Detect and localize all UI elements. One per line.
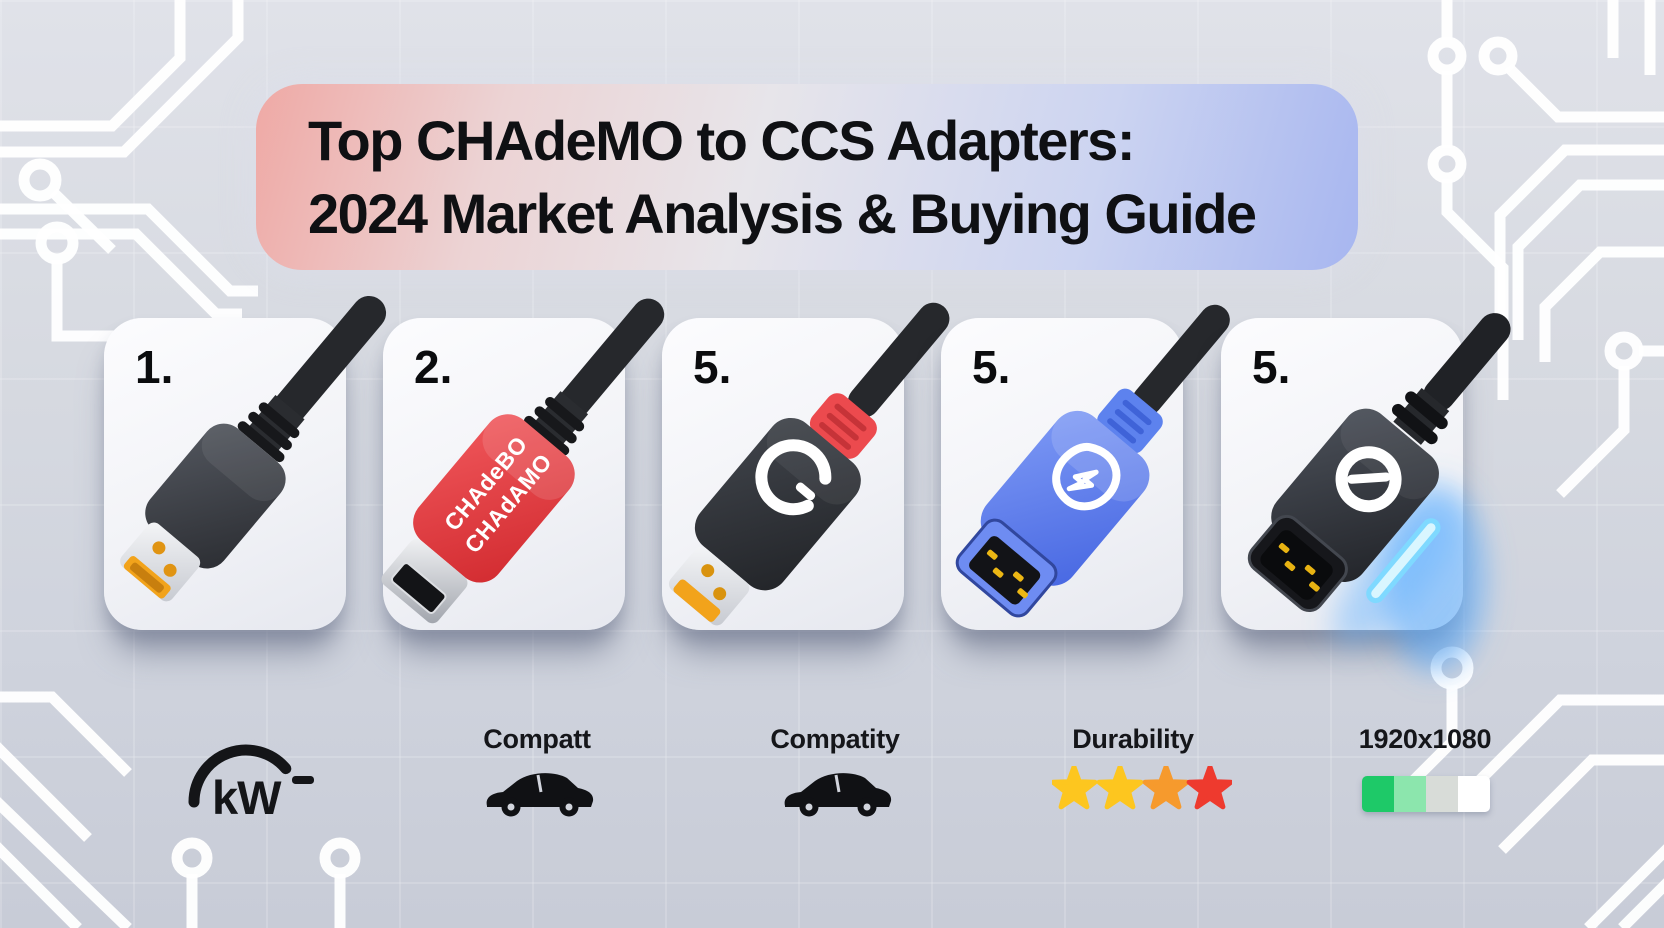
cable	[847, 302, 950, 418]
shield-logo	[755, 439, 832, 516]
color-scale-bar	[1362, 776, 1490, 812]
rank-label: 2.	[414, 341, 453, 393]
socket-pin	[986, 549, 998, 560]
socket-opening	[969, 536, 1041, 605]
socket-pin	[1284, 560, 1296, 571]
socket-opening	[1260, 530, 1333, 600]
star-icon	[1096, 766, 1144, 810]
adapter-card-3: 5.	[662, 302, 950, 630]
color-swatch	[1362, 776, 1394, 812]
kw-gauge-text: kW	[212, 771, 282, 818]
socket-pin	[1013, 571, 1024, 582]
adapter-render-dark-led	[1247, 313, 1511, 673]
star-icon	[1186, 766, 1232, 810]
strain-relief-rings	[545, 396, 585, 432]
title-banner: Top CHAdeMO to CCS Adapters: 2024 Market…	[256, 84, 1358, 270]
cable	[1423, 313, 1511, 411]
adapter-body	[145, 423, 286, 569]
adapter-body	[413, 414, 575, 583]
rank-label: 5.	[1252, 341, 1291, 393]
socket-pin	[1278, 542, 1290, 554]
rank-label: 1.	[135, 341, 174, 393]
adapter-render-black-shield	[668, 302, 950, 626]
ring-logo	[1335, 446, 1402, 513]
feature-label-resolution: 1920x1080	[1358, 724, 1492, 754]
color-swatch	[1394, 776, 1426, 812]
plug-tip	[668, 546, 750, 626]
color-swatch	[1458, 776, 1490, 812]
title-line-1: Top CHAdeMO to CCS Adapters:	[308, 109, 1135, 172]
car-icon	[486, 773, 594, 817]
adapter-card-2: CHAdeBO CHAdAMO 2.	[381, 298, 665, 630]
plug-opening	[673, 579, 721, 622]
feature-label-compatt: Compatt	[483, 724, 591, 754]
feature-label-durability: Durability	[1072, 724, 1194, 754]
strain-relief-rings	[1405, 391, 1448, 430]
led-strip	[1366, 518, 1441, 604]
socket-pin	[1304, 564, 1316, 575]
adapter-card-5: 5.	[1221, 313, 1511, 673]
kw-gauge-icon: kW	[188, 744, 314, 818]
adapter-render-red: CHAdeBO CHAdAMO	[381, 298, 665, 624]
plug-pin	[152, 541, 166, 555]
strain-relief-rings	[258, 402, 300, 439]
plug-opening	[391, 563, 446, 613]
adapter-render-blue-bolt	[955, 304, 1230, 618]
plug-pin	[713, 587, 727, 601]
bolt-logo	[1052, 442, 1121, 511]
rank-label: 5.	[693, 341, 732, 393]
page-title: Top CHAdeMO to CCS Adapters: 2024 Market…	[308, 104, 1257, 250]
adapter-card-1: 1.	[104, 295, 387, 630]
plug-pin	[701, 564, 715, 578]
socket-pin	[992, 567, 1004, 578]
plug-pin	[163, 563, 177, 577]
socket-pin	[1309, 581, 1320, 592]
adapter-card-4: 5.	[941, 304, 1230, 630]
star-icon	[1052, 766, 1098, 810]
cable	[1132, 304, 1230, 416]
car-icon	[784, 773, 892, 817]
cable	[553, 298, 665, 425]
socket-pin	[1017, 588, 1028, 599]
color-swatch	[1426, 776, 1458, 812]
cable	[267, 295, 387, 431]
title-line-2: 2024 Market Analysis & Buying Guide	[308, 182, 1257, 245]
star-icon	[1142, 766, 1190, 810]
star-rating	[1052, 766, 1232, 810]
feature-label-compatity: Compatity	[770, 724, 900, 754]
rank-label: 5.	[972, 341, 1011, 393]
adapter-render-black	[120, 295, 387, 602]
